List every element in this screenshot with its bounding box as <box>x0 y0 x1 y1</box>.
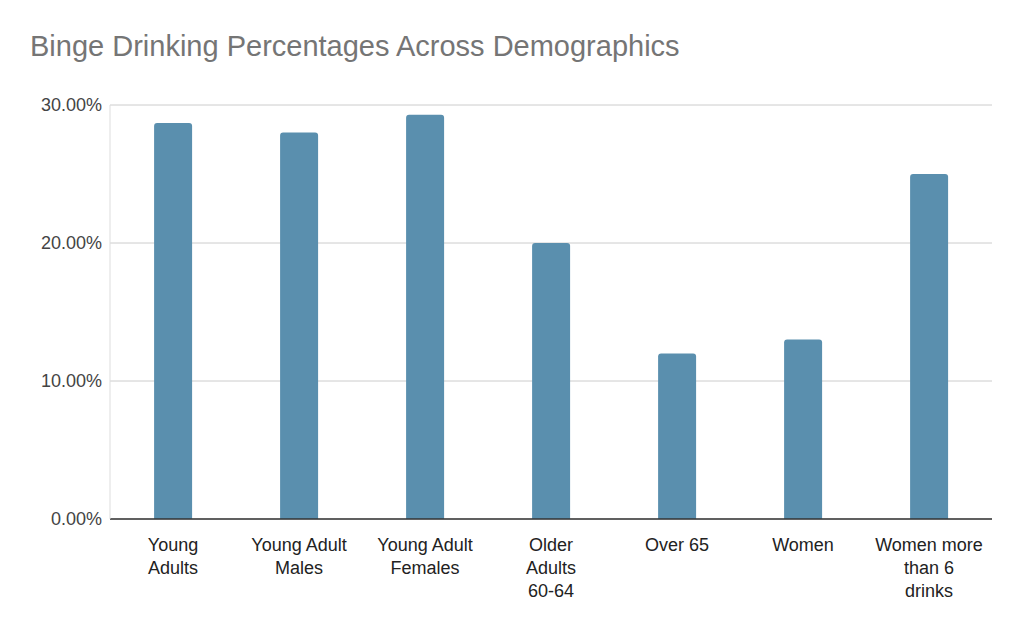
svg-text:Young AdultMales: Young AdultMales <box>251 535 346 578</box>
html-text:Binge Drinking Percentages Acr: Binge Drinking Percentages Across Demogr… <box>30 30 680 62</box>
svg-text:Women: Women <box>772 535 834 555</box>
svg-text:YoungAdults: YoungAdults <box>148 535 198 578</box>
svg-text:Women morethan 6drinks: Women morethan 6drinks <box>875 535 983 601</box>
svg-text:Over 65: Over 65 <box>645 535 709 555</box>
svg-text:10.00%: 10.00% <box>41 371 102 391</box>
svg-text:0.00%: 0.00% <box>51 509 102 529</box>
svg-text:30.00%: 30.00% <box>41 95 102 115</box>
svg-text:Young AdultFemales: Young AdultFemales <box>377 535 472 578</box>
svg-text:20.00%: 20.00% <box>41 233 102 253</box>
svg-text:OlderAdults60-64: OlderAdults60-64 <box>526 535 576 601</box>
